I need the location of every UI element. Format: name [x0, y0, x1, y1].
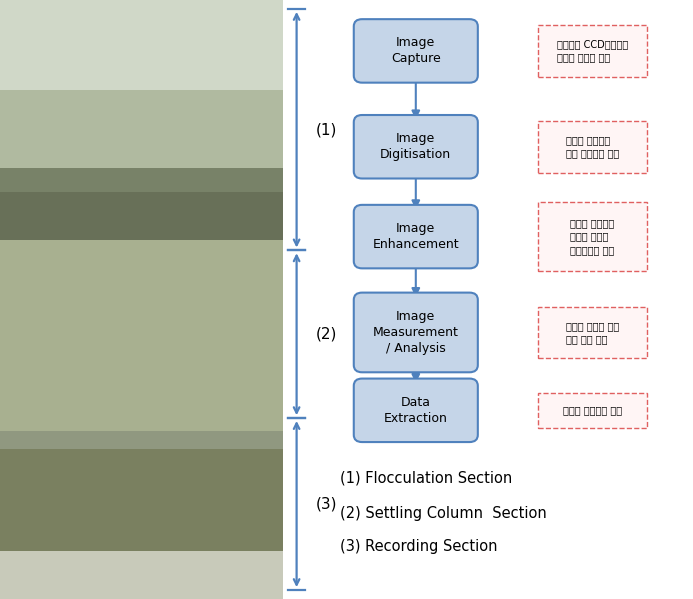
Bar — [0, 431, 283, 449]
FancyBboxPatch shape — [538, 202, 647, 271]
FancyBboxPatch shape — [538, 307, 647, 358]
Bar — [0, 551, 283, 599]
Text: 측정된 데이터를 추출: 측정된 데이터를 추출 — [563, 406, 622, 415]
Text: (3): (3) — [315, 497, 337, 512]
Bar — [0, 240, 283, 431]
Text: Image
Digitisation: Image Digitisation — [380, 132, 451, 161]
Bar — [0, 0, 283, 90]
FancyBboxPatch shape — [538, 121, 647, 173]
Text: 촬영된 동영상을
스틸 이미지로 분할: 촬영된 동영상을 스틸 이미지로 분할 — [566, 135, 619, 158]
Text: (3) Recording Section: (3) Recording Section — [340, 539, 497, 554]
Bar — [0, 168, 283, 192]
Text: (1) Flocculation Section: (1) Flocculation Section — [340, 470, 512, 485]
Text: 분할된 이미지를
이미지 분석에
적합하도록 변환: 분할된 이미지를 이미지 분석에 적합하도록 변환 — [570, 219, 615, 255]
FancyBboxPatch shape — [353, 379, 478, 442]
FancyBboxPatch shape — [353, 19, 478, 83]
Text: (1): (1) — [315, 122, 337, 137]
FancyBboxPatch shape — [538, 25, 647, 77]
Text: (2) Settling Column  Section: (2) Settling Column Section — [340, 506, 546, 521]
Bar — [0, 491, 283, 551]
Text: Image
Enhancement: Image Enhancement — [373, 222, 459, 251]
Bar — [0, 449, 283, 491]
Text: 이미지 분석을 통한
플럭 특성 측정: 이미지 분석을 통한 플럭 특성 측정 — [566, 321, 619, 344]
FancyBboxPatch shape — [353, 293, 478, 373]
Bar — [0, 90, 283, 168]
Text: Image
Capture: Image Capture — [391, 37, 441, 65]
Text: Data
Extraction: Data Extraction — [384, 396, 448, 425]
Text: 컴퓨터와 CCD카메라를
이용한 동영상 촬영: 컴퓨터와 CCD카메라를 이용한 동영상 촬영 — [557, 40, 628, 62]
FancyBboxPatch shape — [353, 205, 478, 268]
FancyBboxPatch shape — [353, 115, 478, 179]
Text: (2): (2) — [315, 326, 337, 342]
FancyBboxPatch shape — [538, 393, 647, 428]
Bar — [0, 192, 283, 240]
Text: Image
Measurement
/ Analysis: Image Measurement / Analysis — [373, 310, 459, 355]
